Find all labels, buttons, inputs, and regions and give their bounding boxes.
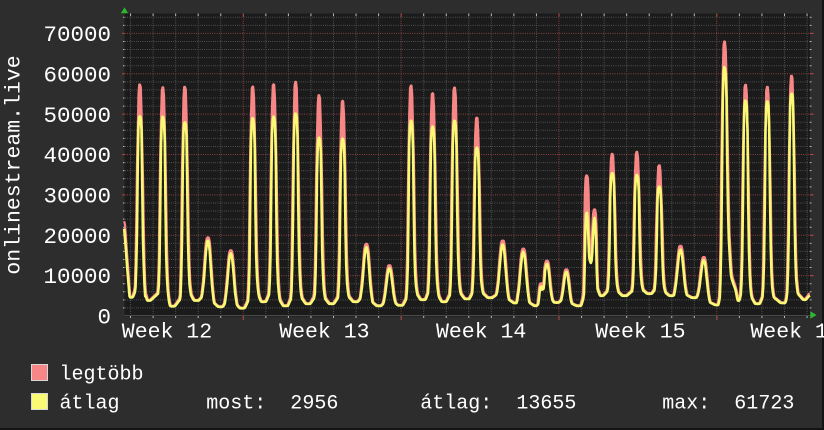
svg-text:Week 14: Week 14: [436, 321, 526, 345]
svg-text:onlinestream.live: onlinestream.live: [3, 55, 27, 274]
svg-text:40000: 40000: [43, 143, 111, 169]
svg-text:legtöbb: legtöbb: [60, 363, 144, 386]
svg-text:10000: 10000: [43, 264, 111, 290]
svg-text:0: 0: [97, 305, 111, 331]
svg-text:Week 15: Week 15: [595, 321, 685, 345]
svg-text:70000: 70000: [43, 22, 111, 48]
svg-text:30000: 30000: [43, 184, 111, 210]
svg-text:Week 12: Week 12: [122, 321, 212, 345]
svg-text:most: 2956: most: 2956: [206, 392, 338, 415]
svg-text:átlag: 13655: átlag: 13655: [420, 392, 576, 415]
svg-text:Week 13: Week 13: [279, 321, 369, 345]
svg-text:20000: 20000: [43, 224, 111, 250]
svg-text:50000: 50000: [43, 103, 111, 129]
svg-text:átlag: átlag: [60, 392, 120, 415]
svg-text:60000: 60000: [43, 62, 111, 88]
svg-text:Week 16: Week 16: [750, 321, 824, 345]
svg-text:max: 61723: max: 61723: [662, 392, 794, 415]
